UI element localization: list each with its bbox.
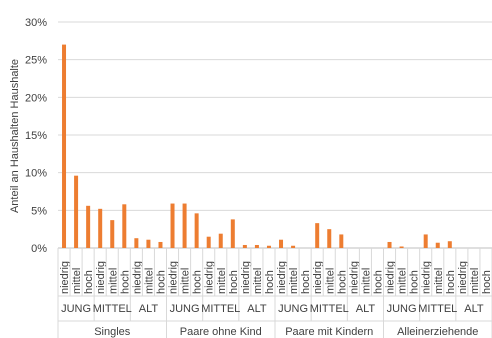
category-label-level1: hoch <box>264 270 276 294</box>
category-label-level1: hoch <box>228 270 240 294</box>
category-label-level1: mittel <box>252 268 264 294</box>
category-label-level1: niedrig <box>421 261 433 294</box>
category-label-level3: Alleinerziehende <box>397 326 478 338</box>
category-label-level1: niedrig <box>348 261 360 294</box>
gridlines <box>58 21 492 249</box>
bar <box>291 245 296 248</box>
category-label-level1: niedrig <box>385 261 397 294</box>
y-tick-label: 25% <box>25 55 47 67</box>
category-label-level1: niedrig <box>240 261 252 294</box>
category-label-level1: niedrig <box>457 261 469 294</box>
category-label-level1: mittel <box>360 268 372 294</box>
category-label-level1: hoch <box>192 270 204 294</box>
bar <box>74 175 79 248</box>
bar <box>266 245 271 248</box>
y-axis-label: Anteil an Haushalten Haushalte <box>9 59 21 213</box>
category-label-level1: mittel <box>433 268 445 294</box>
category-label-level2: JUNG <box>278 303 308 315</box>
category-label-level1: mittel <box>469 268 481 294</box>
category-axis: niedrig mittel hoch niedrig mittel hoch niedri… <box>57 248 492 338</box>
bar <box>218 233 223 248</box>
category-label-level3: Singles <box>94 326 131 338</box>
bar <box>170 203 175 248</box>
category-label-level2: MITTEL <box>201 303 240 315</box>
bar <box>230 219 235 248</box>
y-tick-label: 30% <box>25 17 47 29</box>
category-label-level2: JUNG <box>170 303 200 315</box>
category-label-level1: hoch <box>445 270 457 294</box>
y-tick-label: 0% <box>31 243 47 255</box>
y-tick-labels: 0% 5% 10% 15% 20% 25% 30% <box>25 17 47 255</box>
bar <box>122 204 127 248</box>
category-label-level1: niedrig <box>131 261 143 294</box>
bar <box>242 244 247 248</box>
category-label-level1: hoch <box>83 270 95 294</box>
bar <box>98 208 103 248</box>
bars <box>62 44 452 248</box>
bar <box>339 234 344 248</box>
category-label-level1: mittel <box>288 268 300 294</box>
category-label-level2: MITTEL <box>93 303 132 315</box>
category-label-level1: hoch <box>300 270 312 294</box>
category-label-level1: mittel <box>107 268 119 294</box>
category-label-level2: ALT <box>247 303 267 315</box>
category-label-level1: niedrig <box>95 261 107 294</box>
category-label-level2: MITTEL <box>310 303 349 315</box>
category-label-level1: niedrig <box>276 261 288 294</box>
category-label-level1: hoch <box>336 270 348 294</box>
y-tick-label: 15% <box>25 130 47 142</box>
category-label-level2: MITTEL <box>418 303 457 315</box>
category-label-level1: hoch <box>155 270 167 294</box>
category-label-level1: mittel <box>180 268 192 294</box>
bar <box>399 246 404 248</box>
bar <box>423 234 428 248</box>
category-label-level1: niedrig <box>204 261 216 294</box>
bar <box>315 223 320 248</box>
category-label-level1: niedrig <box>59 261 71 294</box>
category-label-level1: mittel <box>71 268 83 294</box>
bar <box>146 239 151 248</box>
y-tick-label: 20% <box>25 92 47 104</box>
category-label-level2: JUNG <box>61 303 91 315</box>
bar <box>254 244 259 248</box>
bar <box>110 220 115 248</box>
bar <box>194 213 199 248</box>
category-label-level1: mittel <box>324 268 336 294</box>
bar <box>447 241 452 248</box>
category-label-level1: mittel <box>397 268 409 294</box>
bar <box>327 229 332 248</box>
category-label-level1: niedrig <box>168 261 180 294</box>
bar <box>158 241 163 248</box>
y-tick-label: 5% <box>31 205 47 217</box>
category-label-level2: ALT <box>464 303 484 315</box>
category-label-level1: hoch <box>481 270 492 294</box>
category-label-level2: JUNG <box>387 303 417 315</box>
bar <box>387 241 392 248</box>
category-label-level3: Paare mit Kindern <box>285 326 373 338</box>
category-label-level3: Paare ohne Kind <box>180 326 262 338</box>
category-label-level1: mittel <box>216 268 228 294</box>
bar <box>279 239 284 248</box>
category-label-level2: ALT <box>139 303 159 315</box>
category-label-level2: ALT <box>356 303 376 315</box>
category-label-level1: mittel <box>143 268 155 294</box>
category-label-level1: hoch <box>372 270 384 294</box>
bar <box>435 242 440 248</box>
bar <box>206 236 211 248</box>
category-label-level1: hoch <box>409 270 421 294</box>
y-tick-label: 10% <box>25 168 47 180</box>
category-label-level1: niedrig <box>312 261 324 294</box>
category-label-level1: hoch <box>119 270 131 294</box>
bar <box>182 203 187 248</box>
bar <box>86 205 91 248</box>
bar <box>134 238 139 248</box>
bar <box>62 44 67 248</box>
